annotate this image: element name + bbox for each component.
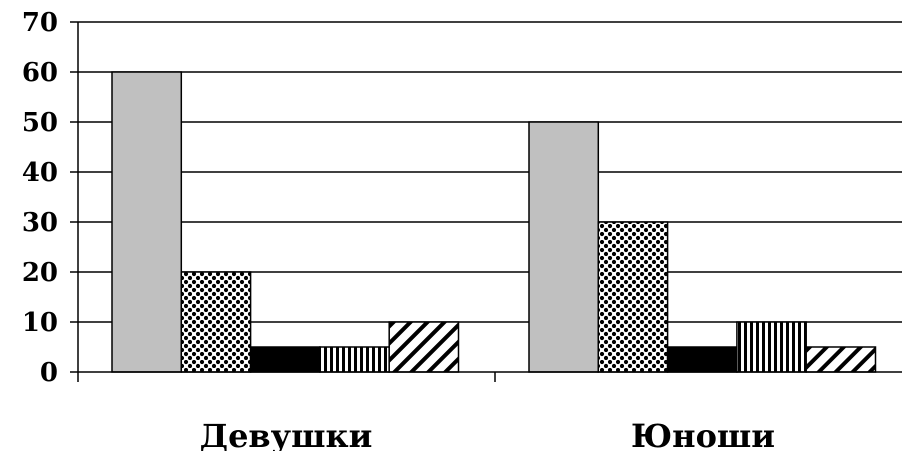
bars	[111, 71, 877, 373]
category-label: Юноши	[631, 417, 775, 451]
bar-diagonal-lines	[805, 346, 877, 373]
y-tick-label: 40	[22, 158, 58, 188]
category-labels: Девушки Юноши	[200, 417, 775, 455]
bar-vertical-lines	[319, 346, 390, 373]
bar-solid-gray	[528, 121, 600, 373]
bar-vertical-lines	[736, 321, 807, 373]
bar-solid-black	[666, 346, 738, 373]
y-tick-label: 70	[22, 8, 58, 38]
bar-dots	[180, 271, 252, 373]
y-tick-label: 0	[40, 358, 58, 388]
y-tick-labels: 0 10 20 30 40 50 60 70	[22, 8, 58, 388]
bar-solid-black	[249, 346, 321, 373]
bar-solid-gray	[111, 71, 183, 373]
y-tick-label: 10	[22, 308, 58, 338]
y-tick-label: 50	[22, 108, 58, 138]
y-tick-label: 30	[22, 208, 58, 238]
category-label: Девушки	[200, 417, 373, 451]
y-tick-label: 20	[22, 258, 58, 288]
bar-dots	[597, 221, 669, 373]
bar-diagonal-lines	[388, 321, 460, 373]
axes	[70, 21, 902, 382]
y-tick-label: 60	[22, 58, 58, 88]
